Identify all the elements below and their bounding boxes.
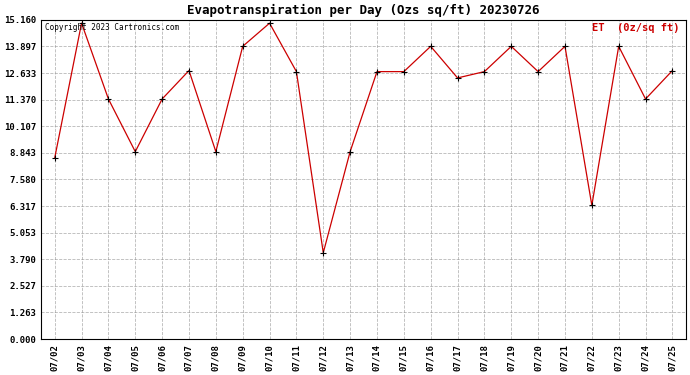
- Title: Evapotranspiration per Day (Ozs sq/ft) 20230726: Evapotranspiration per Day (Ozs sq/ft) 2…: [187, 4, 540, 17]
- Text: ET  (0z/sq ft): ET (0z/sq ft): [592, 23, 680, 33]
- Text: Copyright 2023 Cartronics.com: Copyright 2023 Cartronics.com: [44, 23, 179, 32]
